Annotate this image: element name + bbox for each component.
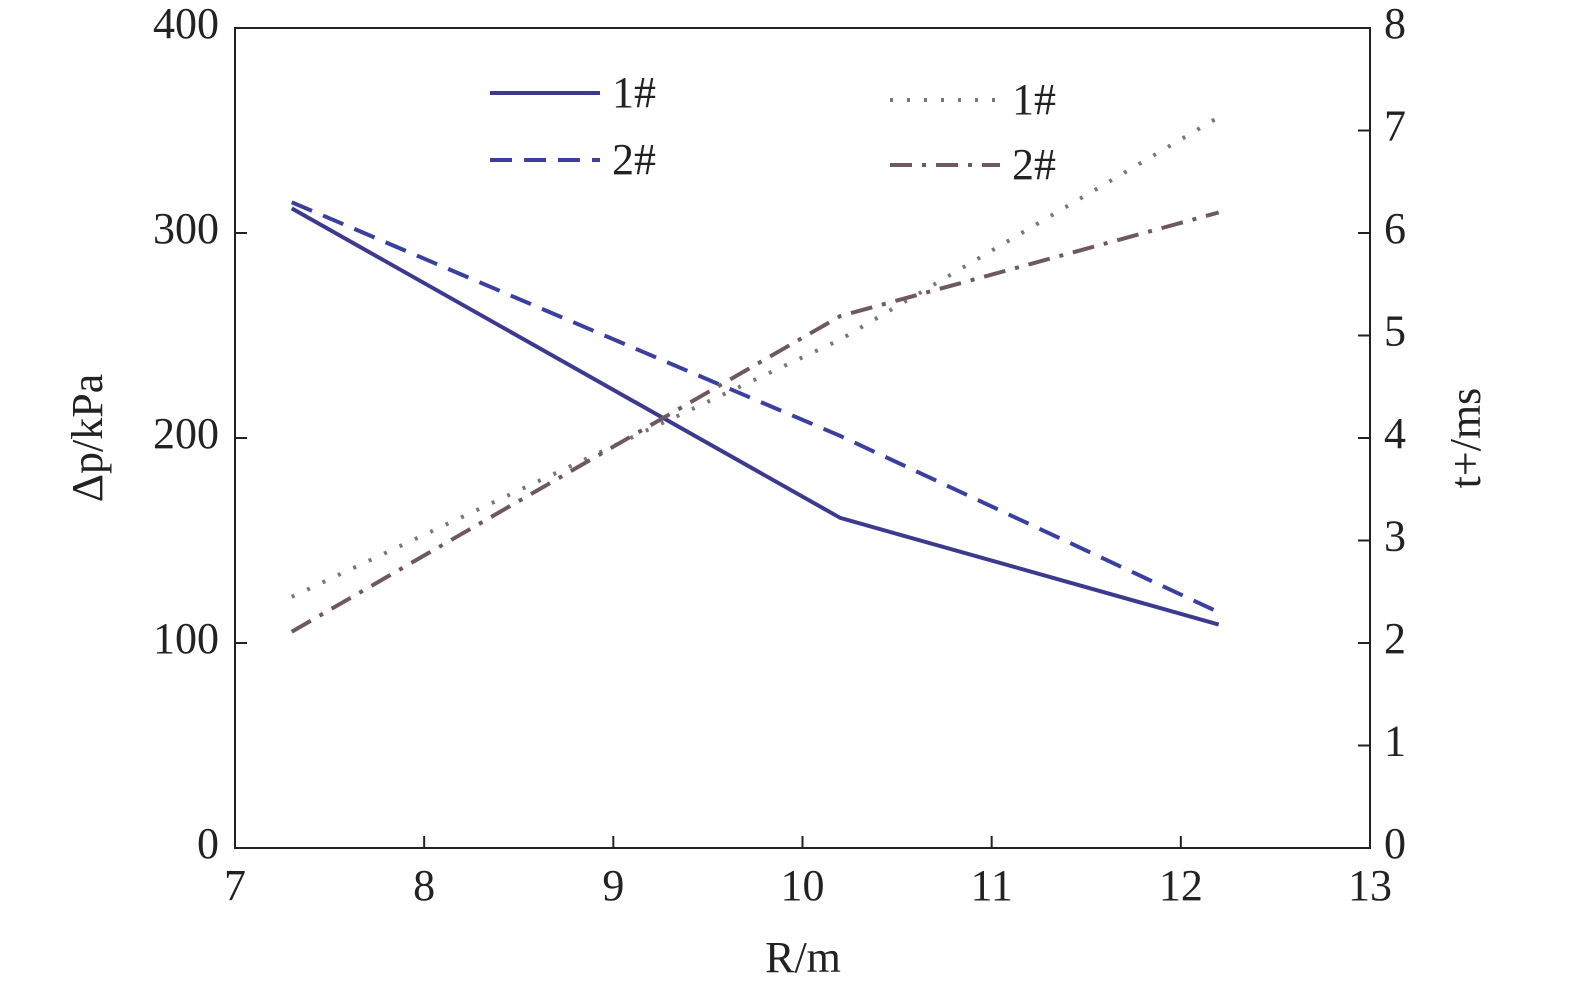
x-tick-label: 7 xyxy=(224,861,246,910)
x-tick-label: 8 xyxy=(413,861,435,910)
plot-frame xyxy=(234,27,1371,849)
x-axis-label: R/m xyxy=(765,933,841,982)
x-tick-label: 11 xyxy=(970,861,1012,910)
legend-label: 2# xyxy=(612,135,656,184)
y-tick-label: 0 xyxy=(197,819,219,868)
x-tick-label: 13 xyxy=(1348,861,1392,910)
y2-tick-label: 8 xyxy=(1384,0,1406,48)
x-tick-label: 10 xyxy=(781,861,825,910)
y2-tick-label: 1 xyxy=(1384,717,1406,766)
x-tick-label: 12 xyxy=(1159,861,1203,910)
line-series xyxy=(290,206,1220,627)
y2-tick-label: 7 xyxy=(1384,102,1406,151)
x-tick-label: 9 xyxy=(602,861,624,910)
y-tick-label: 400 xyxy=(153,0,219,48)
y-tick-label: 200 xyxy=(153,409,219,458)
y2-tick-label: 5 xyxy=(1384,307,1406,356)
y2-tick-label: 4 xyxy=(1384,409,1406,458)
legend-label: 1# xyxy=(1012,75,1056,124)
legend-label: 2# xyxy=(1012,140,1056,189)
y2-axis-label: t+/ms xyxy=(1441,388,1490,489)
line-series xyxy=(290,200,1220,615)
y2-tick-label: 6 xyxy=(1384,204,1406,253)
y2-tick-label: 3 xyxy=(1384,512,1406,561)
y-axis-label: Δp/kPa xyxy=(63,374,112,503)
y2-tick-label: 0 xyxy=(1384,819,1406,868)
y2-tick-label: 2 xyxy=(1384,614,1406,663)
line-series xyxy=(290,115,1220,599)
line-series xyxy=(290,210,1220,634)
y-tick-label: 300 xyxy=(153,204,219,253)
legend-label: 1# xyxy=(612,68,656,117)
y-tick-label: 100 xyxy=(153,614,219,663)
